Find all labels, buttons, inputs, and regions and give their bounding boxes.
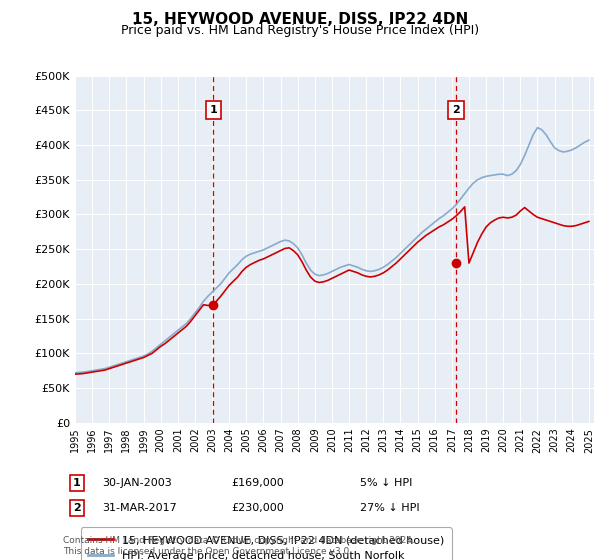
Text: 2: 2 [452,105,460,115]
Legend: 15, HEYWOOD AVENUE, DISS, IP22 4DN (detached house), HPI: Average price, detache: 15, HEYWOOD AVENUE, DISS, IP22 4DN (deta… [80,528,452,560]
Text: 1: 1 [209,105,217,115]
Text: 27% ↓ HPI: 27% ↓ HPI [360,503,419,513]
Text: 31-MAR-2017: 31-MAR-2017 [102,503,177,513]
Text: Contains HM Land Registry data © Crown copyright and database right 2024.
This d: Contains HM Land Registry data © Crown c… [63,536,415,556]
Text: £230,000: £230,000 [231,503,284,513]
Text: Price paid vs. HM Land Registry's House Price Index (HPI): Price paid vs. HM Land Registry's House … [121,24,479,37]
Text: 2: 2 [73,503,80,513]
Text: 1: 1 [73,478,80,488]
Text: £169,000: £169,000 [231,478,284,488]
Text: 30-JAN-2003: 30-JAN-2003 [102,478,172,488]
Text: 5% ↓ HPI: 5% ↓ HPI [360,478,412,488]
Text: 15, HEYWOOD AVENUE, DISS, IP22 4DN: 15, HEYWOOD AVENUE, DISS, IP22 4DN [132,12,468,27]
